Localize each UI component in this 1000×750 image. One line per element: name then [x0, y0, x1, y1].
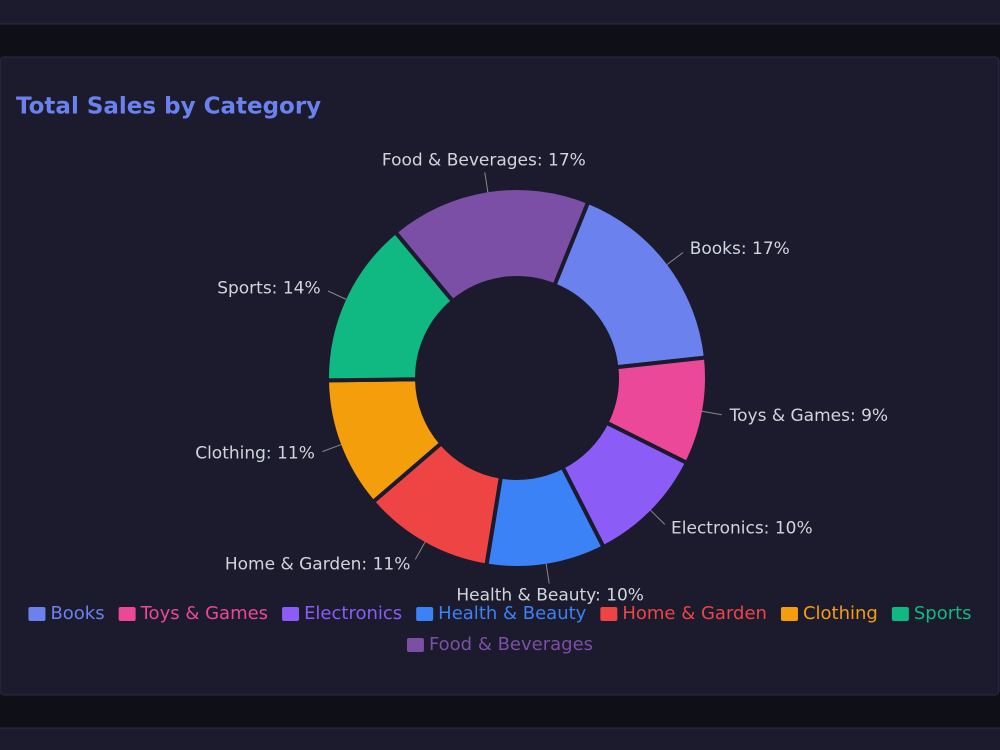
legend-label: Health & Beauty	[438, 603, 587, 624]
bottom-card	[0, 727, 1000, 750]
data-label: Food & Beverages: 17%	[382, 151, 586, 171]
chart-card	[0, 56, 1000, 696]
leader-line	[545, 563, 550, 584]
data-label: Sports: 14%	[217, 278, 320, 298]
leader-line	[414, 541, 426, 560]
legend-swatch	[780, 607, 798, 621]
legend-label: Toys & Games	[140, 603, 268, 624]
legend-swatch	[118, 607, 136, 621]
legend-swatch	[891, 607, 909, 621]
slice	[551, 199, 709, 370]
legend-swatch	[28, 607, 46, 621]
legend-label: Home & Garden	[622, 603, 767, 624]
leader-line	[484, 172, 489, 193]
data-label: Electronics: 10%	[671, 519, 813, 539]
data-label: Health & Beauty: 10%	[456, 585, 644, 605]
legend-swatch	[282, 607, 300, 621]
leader-line	[650, 509, 666, 525]
legend-label: Books	[50, 603, 104, 624]
leader-line	[701, 410, 722, 416]
leader-line	[666, 252, 684, 266]
legend-swatch	[416, 607, 434, 621]
legend-label: Clothing	[803, 603, 878, 624]
top-card	[0, 0, 1000, 25]
data-label: Toys & Games: 9%	[729, 406, 888, 426]
leader-line	[322, 444, 342, 453]
chart-title: Total Sales by Category	[16, 94, 321, 120]
data-label: Books: 17%	[690, 239, 790, 259]
data-label: Clothing: 11%	[195, 444, 315, 464]
leader-line	[327, 290, 347, 300]
legend-swatch	[600, 607, 618, 621]
legend-label: Sports	[914, 603, 972, 624]
data-label: Home & Garden: 11%	[225, 555, 411, 575]
legend-label: Electronics	[304, 603, 402, 624]
legend-swatch	[406, 638, 424, 652]
legend-label: Food & Beverages	[429, 634, 593, 655]
slice	[392, 186, 591, 305]
